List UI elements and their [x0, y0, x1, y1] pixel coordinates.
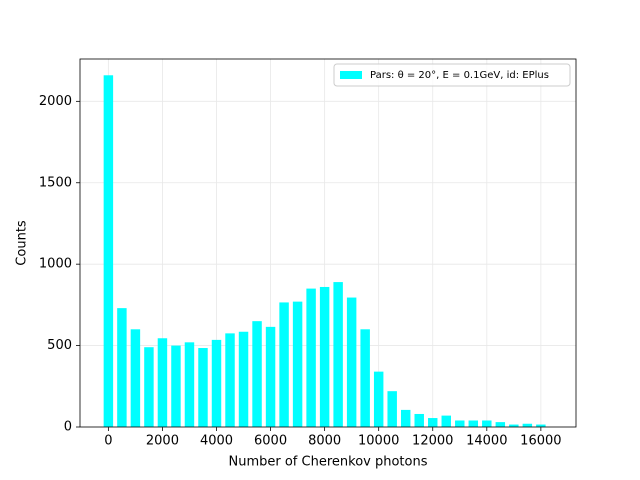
bar [346, 297, 357, 427]
bar [238, 331, 249, 427]
bar [482, 420, 492, 427]
x-tick-label: 14000 [466, 434, 507, 449]
legend-label: Pars: θ = 20°, E = 0.1GeV, id: EPlus [370, 70, 549, 81]
y-tick-label: 0 [64, 420, 72, 435]
bar [333, 282, 343, 427]
bar [144, 347, 154, 427]
bar [130, 329, 141, 427]
bar [117, 308, 127, 427]
bar [225, 333, 235, 427]
bar [211, 339, 222, 427]
bar [428, 418, 438, 427]
bar [319, 286, 330, 427]
x-tick-label: 16000 [520, 434, 561, 449]
bar [414, 413, 424, 427]
legend: Pars: θ = 20°, E = 0.1GeV, id: EPlus [333, 63, 571, 87]
x-tick-label: 6000 [254, 434, 287, 449]
legend-frame [333, 63, 571, 87]
y-tick-label: 1000 [39, 257, 72, 272]
bar [279, 302, 289, 427]
bar [509, 424, 519, 427]
bar [171, 345, 181, 427]
x-tick-label: 10000 [358, 434, 399, 449]
x-tick-label: 4000 [200, 434, 233, 449]
x-tick-label: 12000 [412, 434, 453, 449]
x-tick-label: 0 [104, 434, 112, 449]
bar [265, 326, 276, 427]
x-tick-label: 2000 [146, 434, 179, 449]
y-axis-label: Counts [15, 220, 30, 266]
bar [360, 329, 370, 427]
bar [306, 288, 316, 427]
bar [373, 371, 384, 427]
bar [103, 75, 114, 427]
axes-frame [79, 58, 577, 428]
bar [522, 423, 533, 427]
x-axis-label: Number of Cherenkov photons [229, 455, 428, 470]
bar [387, 391, 397, 427]
y-tick-label: 1500 [39, 175, 72, 190]
bar [495, 422, 506, 427]
bar [468, 420, 479, 427]
bar [455, 420, 465, 427]
bar [252, 321, 262, 427]
bar [400, 409, 411, 427]
bar [536, 424, 546, 427]
legend-swatch [340, 71, 362, 79]
y-tick-label: 2000 [39, 94, 72, 109]
bar [441, 415, 451, 427]
bar [198, 348, 208, 427]
bar [157, 338, 168, 427]
y-tick-label: 500 [47, 338, 72, 353]
x-tick-label: 8000 [308, 434, 341, 449]
bar [292, 301, 303, 427]
bar [184, 342, 195, 427]
